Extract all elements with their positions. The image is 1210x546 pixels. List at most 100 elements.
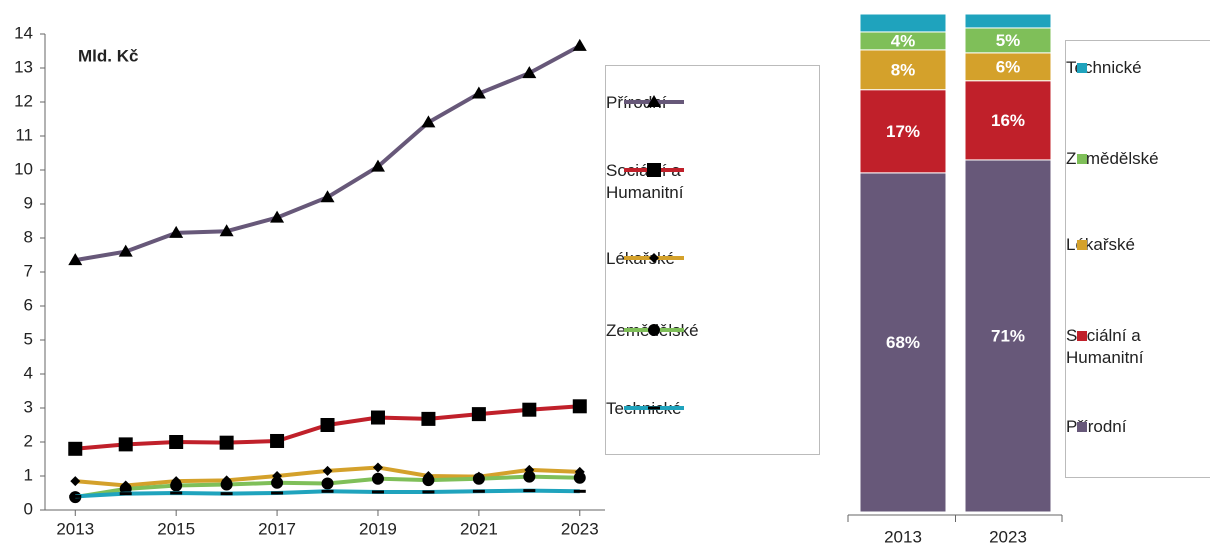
legend-key [1077,422,1087,432]
bar-segment [859,89,947,174]
x-tick-label: 2023 [989,527,1027,546]
marker [320,418,335,432]
legend-item: Sociální a Humanitní [1066,325,1178,369]
legend-key [624,324,684,336]
y-tick-label: 1 [24,465,33,484]
x-tick-label: 2013 [884,527,922,546]
legend-key [1077,63,1087,73]
y-tick-label: 6 [24,295,33,314]
legend-item: Technické [606,398,718,420]
legend-key [624,163,684,177]
y-tick-label: 4 [24,363,33,382]
legend-key [624,253,684,263]
marker [370,410,385,425]
data-label: 4% [891,31,916,50]
y-tick-label: 2 [24,431,33,450]
marker [573,471,586,484]
legend-item: Lékařské [1066,234,1178,256]
marker [471,86,486,99]
line-legend: Přírodní Sociální a Humanitní Lékařské Země… [605,65,820,455]
bar-segment [964,80,1052,161]
legend-swatch [1077,63,1087,73]
marker [523,470,536,483]
legend-key [624,406,684,410]
bar-segment [859,13,947,33]
marker [422,490,435,494]
x-tick-label: 2021 [460,519,498,538]
marker [472,472,485,485]
data-label: 8% [891,60,916,79]
x-tick-label: 2023 [561,519,599,538]
marker [649,253,659,263]
legend-item: Technické [1066,57,1178,79]
legend-item: Sociální a Humanitní [606,160,718,204]
x-tick-label: 2017 [258,519,296,538]
marker [271,476,284,489]
marker [68,441,83,456]
marker [169,435,184,449]
bar-segment [964,52,1052,82]
marker [422,474,435,487]
marker [647,163,661,177]
data-label: 17% [886,122,920,141]
y-tick-label: 3 [24,397,33,416]
marker [370,159,385,172]
marker [270,433,285,448]
marker [321,489,334,493]
marker [572,399,587,414]
legend-item: Zemědělské [1066,148,1178,170]
annotation: Mld. Kč [78,46,138,65]
x-tick-label: 2013 [56,519,94,538]
marker [321,477,334,490]
x-tick-label: 2015 [157,519,195,538]
marker [220,478,233,491]
legend-key [1077,154,1087,164]
marker [271,491,284,495]
y-tick-label: 5 [24,329,33,348]
marker [70,476,81,487]
data-label: 6% [996,57,1021,76]
marker [322,465,333,476]
legend-swatch [1077,422,1087,432]
data-label: 16% [991,111,1025,130]
y-tick-label: 9 [24,193,33,212]
y-tick-label: 8 [24,227,33,246]
legend-key [1077,240,1087,250]
y-tick-label: 7 [24,261,33,280]
marker [372,462,383,473]
legend-item: Přírodní [606,92,718,114]
marker [371,490,384,494]
marker [371,472,384,485]
marker [68,253,83,266]
bar-segment [859,172,947,513]
y-tick-label: 10 [14,159,33,178]
legend-key [624,95,684,107]
legend-item: Zemědělské [606,320,718,342]
marker [648,406,660,410]
marker [219,435,234,450]
legend-swatch [1077,331,1087,341]
legend-item: Přírodní [1066,416,1178,438]
legend-label: Zemědělské [1066,149,1159,168]
bar-segment [964,159,1052,513]
x-tick-label: 2019 [359,519,397,538]
legend-key [1077,331,1087,341]
marker [647,95,661,107]
marker [472,489,485,493]
bar-segment [964,13,1052,29]
legend-swatch [1077,240,1087,250]
bar-segment [964,27,1052,54]
marker [69,494,82,498]
marker [219,224,234,237]
marker [118,244,133,257]
legend-item: Lékařské [606,248,718,270]
marker [169,225,184,238]
marker [572,38,587,51]
marker [573,489,586,493]
marker [220,492,233,496]
data-label: 68% [886,333,920,352]
marker [522,66,537,79]
data-label: 5% [996,31,1021,50]
